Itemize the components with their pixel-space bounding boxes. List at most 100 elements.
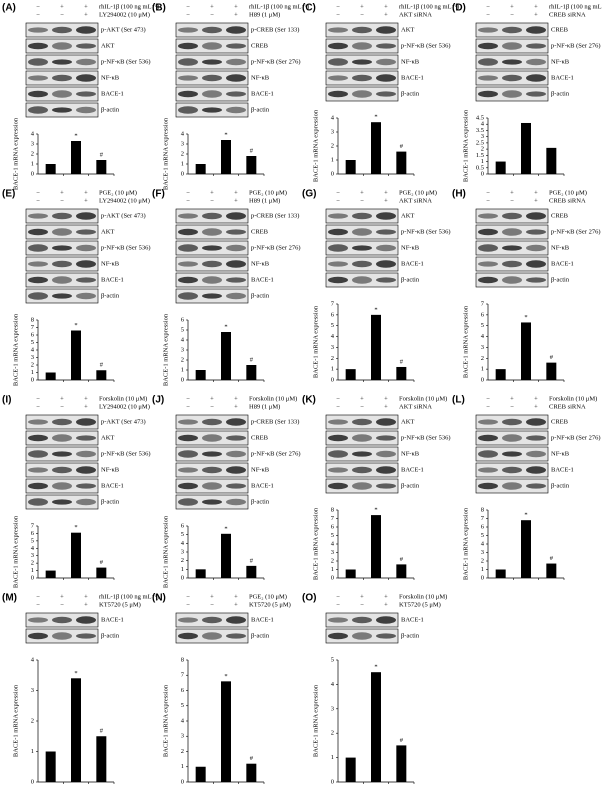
blot-band — [376, 229, 396, 235]
treatment-sign: − — [36, 403, 40, 410]
y-tick-label: 8 — [181, 656, 184, 663]
significance-mark: # — [250, 557, 254, 564]
significance-mark: # — [250, 147, 254, 154]
bar — [371, 515, 381, 578]
blot-label: AKT — [101, 42, 114, 49]
blot-band — [352, 434, 372, 442]
blot-band — [226, 418, 246, 426]
treatment-sign: + — [360, 3, 364, 10]
y-tick-label: 4 — [31, 656, 35, 663]
bar — [195, 569, 206, 578]
y-tick-label: 4 — [331, 540, 335, 547]
blot-band — [28, 276, 48, 284]
blot-band — [376, 633, 396, 639]
blot-band — [352, 632, 372, 640]
blot-band — [352, 482, 372, 490]
y-tick-label: 7 — [31, 522, 35, 529]
bar — [96, 160, 107, 174]
y-tick-label: 3 — [181, 548, 184, 555]
blot-label: BACE-1 — [401, 260, 424, 267]
blot-band — [202, 616, 222, 624]
blot-band — [502, 59, 522, 65]
blot-band — [202, 212, 222, 220]
blot-band — [76, 450, 96, 458]
treatment-sign: + — [84, 395, 88, 402]
y-tick-label: 1 — [181, 566, 184, 573]
treatment-name: H89 (1 μM) — [249, 11, 280, 18]
blot-band — [352, 74, 372, 82]
treatment-name: PGE₂ (10 μM) — [249, 189, 287, 196]
treatment-sign: − — [60, 403, 64, 410]
blot-label: BACE-1 — [251, 616, 274, 623]
blot-band — [328, 450, 348, 458]
y-tick-label: 1 — [331, 754, 334, 761]
blot-label: AKT — [401, 418, 414, 425]
blot-band — [202, 245, 222, 251]
blot-band — [526, 466, 546, 474]
blot-band — [52, 59, 72, 65]
blot-band — [226, 633, 246, 639]
blot-band — [376, 260, 396, 268]
panel-label: (H) — [452, 189, 466, 200]
blot-band — [178, 106, 198, 114]
significance-mark: # — [100, 559, 104, 566]
blot-band — [328, 90, 348, 98]
blot-band — [226, 260, 246, 268]
bar — [246, 565, 257, 578]
blot-band — [376, 58, 396, 66]
blot-band — [526, 418, 546, 426]
blot-label: p-NF-κB (Ser 276) — [251, 450, 301, 457]
bar — [371, 122, 381, 174]
blot-band — [526, 435, 546, 441]
significance-mark: # — [400, 143, 404, 150]
blot-band — [478, 228, 498, 236]
y-tick-label: 4 — [331, 114, 335, 121]
treatment-sign: + — [384, 11, 388, 18]
blot-band — [352, 42, 372, 50]
panel-label: (G) — [302, 189, 316, 200]
blot-band — [28, 617, 48, 623]
bar — [396, 366, 407, 380]
bar — [195, 164, 206, 174]
blot-band — [526, 212, 546, 220]
blot-label: p-NF-κB (Ser 276) — [551, 434, 601, 441]
blot-label: β-actin — [251, 498, 270, 505]
blot-band — [352, 616, 372, 624]
treatment-name: KT5720 (5 μM) — [249, 601, 291, 608]
blot-band — [76, 466, 96, 474]
y-tick-label: 3 — [181, 346, 184, 353]
y-tick-label: 0 — [31, 170, 34, 177]
blot-band — [76, 292, 96, 300]
y-tick-label: 3 — [31, 552, 34, 559]
y-tick-label: 5 — [331, 532, 334, 539]
treatment-sign: + — [384, 189, 388, 196]
blot-band — [52, 276, 72, 284]
treatment-sign: + — [60, 593, 64, 600]
treatment-name: PGE₂ (10 μM) — [399, 189, 437, 196]
treatment-name: Forskolin (10 μM) — [399, 395, 447, 402]
treatment-name: CREB siRNA — [549, 403, 586, 410]
treatment-sign: + — [60, 395, 64, 402]
blot-band — [28, 27, 48, 33]
significance-mark: * — [374, 664, 377, 671]
y-axis-label: BACE-1 mRNA expression — [462, 305, 469, 378]
significance-mark: # — [400, 556, 404, 563]
treatment-name: LY294002 (10 μM) — [99, 403, 150, 410]
bar — [71, 678, 81, 782]
treatment-name: PGE₂ (10 μM) — [549, 189, 587, 196]
treatment-name: KT5720 (5 μM) — [399, 601, 441, 608]
treatment-name: rhIL-1β (100 ng mL⁻¹) — [99, 593, 159, 600]
blot-band — [202, 74, 222, 82]
blot-band — [226, 58, 246, 66]
blot-label: NF-κB — [251, 466, 270, 473]
blot-label: NF-κB — [401, 58, 420, 65]
blot-band — [502, 212, 522, 220]
y-axis-label: BACE-1 mRNA expression — [162, 117, 169, 190]
treatment-sign: + — [210, 3, 214, 10]
blot-band — [526, 43, 546, 49]
significance-mark: * — [74, 322, 77, 329]
significance-mark: * — [74, 524, 77, 531]
blot-band — [502, 260, 522, 268]
blot-label: β-actin — [551, 482, 570, 489]
blot-band — [478, 75, 498, 81]
